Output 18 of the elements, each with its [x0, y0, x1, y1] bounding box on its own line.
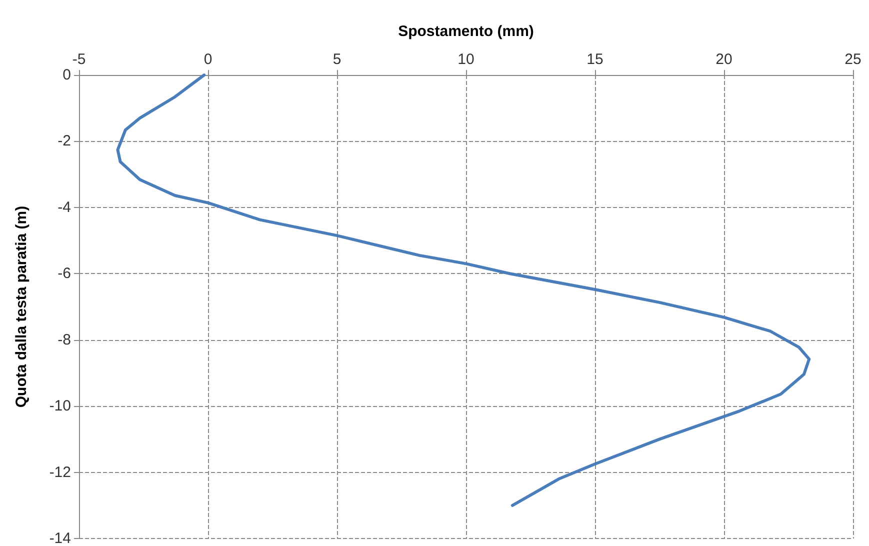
x-tick-label: -5 [72, 51, 86, 68]
y-tick-label: -14 [49, 530, 71, 546]
x-tick-label: 20 [716, 51, 732, 68]
y-tick-label: -4 [58, 198, 71, 216]
line-series [116, 74, 811, 507]
x-axis-title: Spostamento (mm) [398, 23, 534, 40]
y-tick-label: -6 [58, 265, 71, 282]
y-axis-title: Quota dalla testa paratia (m) [13, 206, 30, 408]
y-tick-label: -8 [58, 331, 71, 348]
x-tick-label: 10 [458, 51, 474, 68]
x-tick-label: 5 [332, 51, 342, 68]
y-tick-label: -12 [49, 464, 71, 481]
y-tick-label: -2 [58, 132, 71, 150]
x-tick-label: 25 [844, 51, 862, 68]
x-tick-label: 0 [204, 51, 212, 68]
x-tick-label: 15 [586, 51, 604, 68]
y-tick-label: 0 [62, 66, 71, 84]
y-tick-label: -10 [49, 398, 71, 415]
